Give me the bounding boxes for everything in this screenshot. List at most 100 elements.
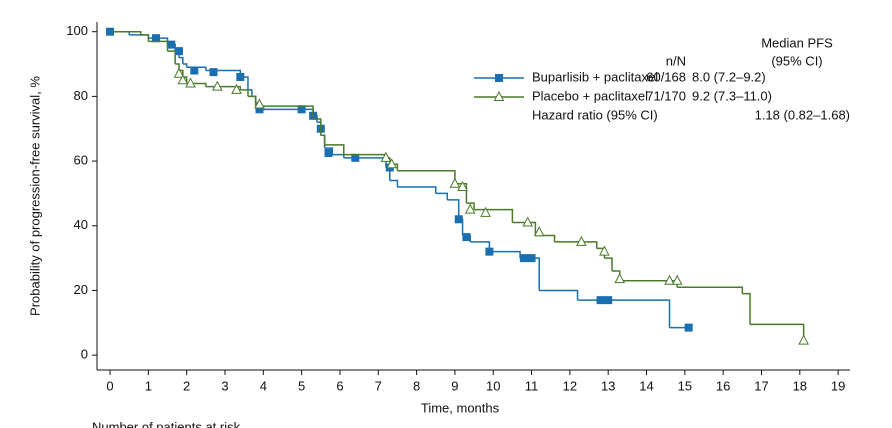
x-tick-label: 2 <box>183 378 190 393</box>
km-step <box>247 89 253 97</box>
km-step <box>247 95 257 107</box>
km-step <box>677 286 744 294</box>
x-tick-label: 4 <box>260 378 267 393</box>
censor-mark <box>464 203 476 214</box>
censor-mark <box>614 273 626 284</box>
censor-mark <box>175 47 184 56</box>
x-axis-label: Time, months <box>421 400 500 415</box>
x-tick-label: 19 <box>831 378 845 393</box>
km-step <box>148 40 169 52</box>
censor-mark <box>664 274 675 285</box>
censor-mark <box>190 66 199 75</box>
legend-value: 8.0 (7.2–9.2) <box>692 69 766 84</box>
x-tick-label: 9 <box>451 378 458 393</box>
km-step <box>397 186 437 194</box>
legend-label: Placebo + paclitaxel <box>532 88 648 103</box>
km-step <box>140 34 150 42</box>
km-step <box>435 192 448 200</box>
censor-mark <box>380 151 392 162</box>
censor-mark <box>604 296 613 305</box>
censor-mark <box>533 226 545 237</box>
censor-mark <box>297 105 306 114</box>
censor-mark <box>185 77 196 88</box>
legend-value: 9.2 (7.3–11.0) <box>692 88 772 103</box>
km-step <box>749 323 805 339</box>
legend-marker <box>493 90 505 101</box>
censor-mark <box>386 158 398 169</box>
km-step <box>324 144 345 155</box>
x-tick-label: 16 <box>716 378 730 393</box>
y-tick-label: 60 <box>74 153 88 168</box>
km-step <box>167 50 176 65</box>
censor-mark <box>211 80 223 91</box>
footer: Number of patients at risk <box>92 419 241 428</box>
legend-header: n/N <box>666 53 686 68</box>
x-tick-label: 13 <box>601 378 615 393</box>
legend-label: Buparlisib + paclitaxel <box>532 69 658 84</box>
censor-mark <box>485 247 494 256</box>
censor-mark <box>462 233 471 242</box>
km-step <box>604 257 613 272</box>
km-step <box>454 182 468 204</box>
x-tick-label: 14 <box>639 378 653 393</box>
censor-mark <box>209 68 218 77</box>
km-step <box>742 292 751 325</box>
km-step <box>535 234 556 242</box>
legend-value: 60/168 <box>646 69 686 84</box>
legend-label: Hazard ratio (95% CI) <box>532 107 658 122</box>
km-step <box>255 105 314 120</box>
censor-mark <box>173 67 185 78</box>
km-step <box>539 289 579 301</box>
censor-mark <box>527 254 536 263</box>
legend-value: 71/170 <box>646 88 686 103</box>
x-tick-label: 12 <box>563 378 577 393</box>
km-step <box>179 56 184 65</box>
censor-mark <box>449 177 461 188</box>
x-tick-label: 18 <box>793 378 807 393</box>
censor-mark <box>596 296 605 305</box>
km-step <box>554 241 598 249</box>
km-step <box>466 202 475 210</box>
km-step <box>343 157 387 168</box>
x-tick-label: 5 <box>298 378 305 393</box>
km-step <box>182 63 188 68</box>
x-tick-label: 17 <box>754 378 768 393</box>
y-tick-label: 40 <box>74 217 88 232</box>
censor-mark <box>255 105 264 114</box>
censor-mark <box>324 148 333 157</box>
legend-marker <box>495 74 503 82</box>
x-tick-label: 7 <box>375 378 382 393</box>
x-tick-label: 8 <box>413 378 420 393</box>
km-step <box>447 199 460 220</box>
km-step <box>389 179 399 187</box>
km-step <box>110 30 142 35</box>
censor-mark <box>167 40 176 49</box>
censor-mark <box>236 72 245 81</box>
y-tick-label: 0 <box>81 347 88 362</box>
km-step <box>489 250 521 259</box>
censor-mark <box>177 74 189 85</box>
censor-mark <box>480 206 491 217</box>
legend-header: (95% CI) <box>771 53 822 68</box>
y-axis-label: Probability of progression-free survival… <box>27 76 42 316</box>
x-tick-label: 6 <box>336 378 343 393</box>
km-step <box>512 221 537 236</box>
x-tick-label: 1 <box>145 378 152 393</box>
censor-mark <box>798 334 809 345</box>
km-step <box>397 170 456 184</box>
x-tick-label: 11 <box>525 378 539 393</box>
censor-mark <box>231 83 242 94</box>
x-tick-label: 0 <box>106 378 113 393</box>
censor-mark <box>671 274 683 285</box>
x-tick-label: 3 <box>221 378 228 393</box>
y-tick-label: 80 <box>74 88 88 103</box>
y-tick-label: 100 <box>66 23 88 38</box>
km-step <box>332 153 345 158</box>
legend-value: 1.18 (0.82–1.68) <box>755 107 850 122</box>
km-step <box>474 208 514 223</box>
km-step <box>577 299 671 328</box>
censor-mark <box>457 180 468 191</box>
censor-mark <box>351 153 360 162</box>
x-tick-label: 10 <box>486 378 500 393</box>
